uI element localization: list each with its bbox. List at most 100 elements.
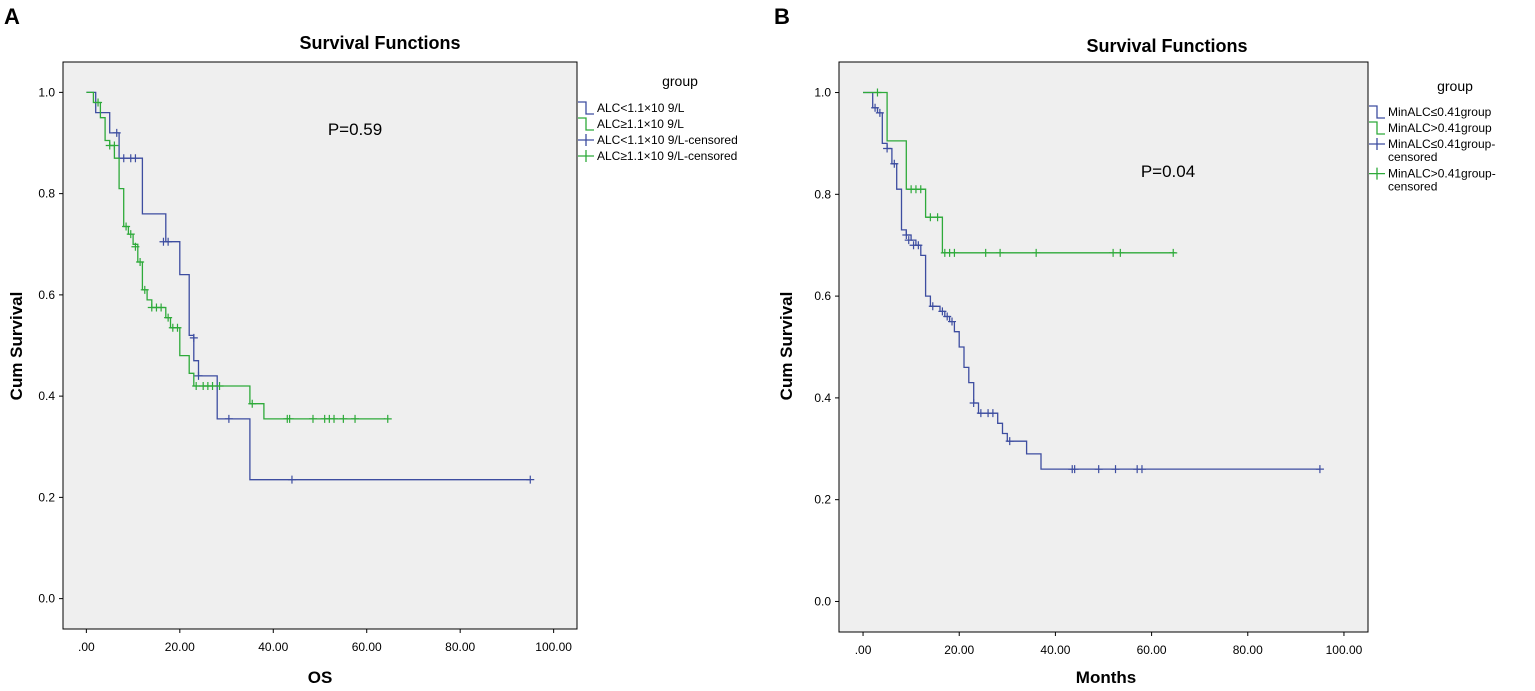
y-tick-label: 0.8 — [38, 187, 55, 201]
censor-mark — [131, 242, 140, 251]
censor-mark — [140, 285, 149, 294]
censor-mark — [969, 398, 978, 407]
censor-mark — [875, 108, 884, 117]
y-tick-label: 0.8 — [814, 187, 831, 201]
plot-area — [62, 61, 578, 630]
panel-letter: A — [4, 4, 20, 29]
x-tick-label: 80.00 — [1233, 643, 1263, 657]
censor-mark — [215, 382, 224, 390]
censor-mark — [871, 103, 880, 112]
censor-mark — [308, 414, 317, 423]
x-tick-label: .00 — [78, 640, 95, 654]
censor-mark — [248, 399, 257, 408]
legend-label: ALC<1.1×10 9/L-censored — [597, 133, 738, 147]
censor-mark — [339, 414, 348, 423]
censor-mark — [164, 237, 173, 246]
y-tick-label: 0.6 — [814, 289, 831, 303]
censor-mark — [883, 144, 892, 153]
censor-mark — [136, 257, 145, 266]
censor-mark — [1109, 248, 1118, 257]
censor-mark — [110, 141, 119, 150]
legend: group ALC<1.1×10 9/L ALC≥1.1×10 9/L ALC<1.… — [578, 73, 738, 163]
x-tick-label: 100.00 — [1326, 643, 1363, 657]
censor-mark — [208, 382, 217, 390]
legend-swatch — [1369, 121, 1385, 135]
censor-mark — [287, 475, 296, 484]
censor-mark — [926, 213, 935, 222]
legend-label: MinALC≤0.41group-censored — [1388, 137, 1495, 164]
y-tick-label: 1.0 — [814, 86, 831, 100]
censor-mark — [938, 307, 947, 316]
censor-mark — [988, 409, 997, 418]
censor-mark — [94, 98, 103, 107]
legend-swatch — [578, 134, 594, 146]
censor-mark — [976, 409, 985, 418]
x-tick-label: 20.00 — [165, 640, 195, 654]
legend-label: MinALC≤0.41group — [1388, 105, 1492, 119]
censor-mark — [157, 303, 166, 312]
y-tick-label: 0.0 — [38, 592, 55, 606]
legend-swatch — [578, 117, 594, 131]
panel-letter: B — [774, 4, 790, 29]
x-tick-label: 40.00 — [1040, 643, 1070, 657]
y-tick-label: 0.0 — [814, 594, 831, 608]
series-layer — [86, 91, 535, 484]
censor-mark — [873, 88, 882, 97]
legend-swatch — [578, 150, 594, 162]
censor-mark — [1315, 465, 1324, 474]
y-tick-label: 0.4 — [814, 391, 831, 405]
y-tick-label: 0.2 — [814, 493, 831, 507]
censor-mark — [383, 414, 392, 423]
legend-label: ALC<1.1×10 9/L — [597, 101, 685, 115]
censor-mark — [192, 382, 201, 390]
legend-swatch — [578, 101, 594, 115]
censor-mark — [119, 154, 128, 163]
legend-label: ALC≥1.1×10 9/L-censored — [597, 149, 737, 163]
chart-title: Survival Functions — [1086, 36, 1247, 56]
x-axis-title: OS — [308, 668, 333, 687]
censor-mark — [173, 323, 182, 332]
censor-mark — [1169, 248, 1178, 257]
chart-title: Survival Functions — [299, 33, 460, 53]
x-tick-label: 80.00 — [445, 640, 475, 654]
x-axis-title: Months — [1076, 668, 1136, 687]
censor-mark — [950, 248, 959, 257]
legend-swatch — [1369, 167, 1385, 180]
legend-title: group — [1437, 78, 1473, 94]
censor-mark — [981, 248, 990, 257]
y-axis-title: Cum Survival — [7, 292, 26, 401]
series-layer — [863, 88, 1324, 474]
censor-mark — [1032, 248, 1041, 257]
censor-mark — [1137, 465, 1146, 474]
legend-swatch — [1369, 105, 1385, 119]
survival-step-line — [86, 91, 531, 481]
legend-swatch — [1369, 138, 1385, 150]
censor-mark — [131, 154, 140, 163]
censor-mark — [916, 185, 925, 194]
censor-mark — [1116, 248, 1125, 257]
censor-mark — [194, 371, 203, 380]
legend-label: ALC≥1.1×10 9/L — [597, 117, 684, 131]
censor-mark — [948, 317, 957, 326]
y-tick-label: 0.2 — [38, 490, 55, 504]
x-tick-label: 60.00 — [1137, 643, 1167, 657]
censor-mark — [904, 236, 913, 245]
x-tick-label: .00 — [855, 643, 872, 657]
censor-mark — [126, 230, 135, 239]
p-value-annotation: P=0.59 — [328, 120, 382, 139]
x-axis: .00 20.00 40.00 60.00 80.00 100.00 — [855, 632, 1363, 657]
x-tick-label: 60.00 — [352, 640, 382, 654]
censor-mark — [189, 333, 198, 342]
legend-label: MinALC>0.41group — [1388, 121, 1492, 135]
censor-mark — [112, 128, 121, 137]
censor-mark — [122, 222, 131, 231]
censor-mark — [1005, 437, 1014, 446]
censor-mark — [996, 248, 1005, 257]
x-tick-label: 100.00 — [535, 640, 572, 654]
p-value-annotation: P=0.04 — [1141, 162, 1195, 181]
y-tick-label: 0.4 — [38, 389, 55, 403]
censor-mark — [1070, 465, 1079, 474]
censor-mark — [330, 414, 339, 423]
x-tick-label: 40.00 — [258, 640, 288, 654]
y-tick-label: 0.6 — [38, 288, 55, 302]
